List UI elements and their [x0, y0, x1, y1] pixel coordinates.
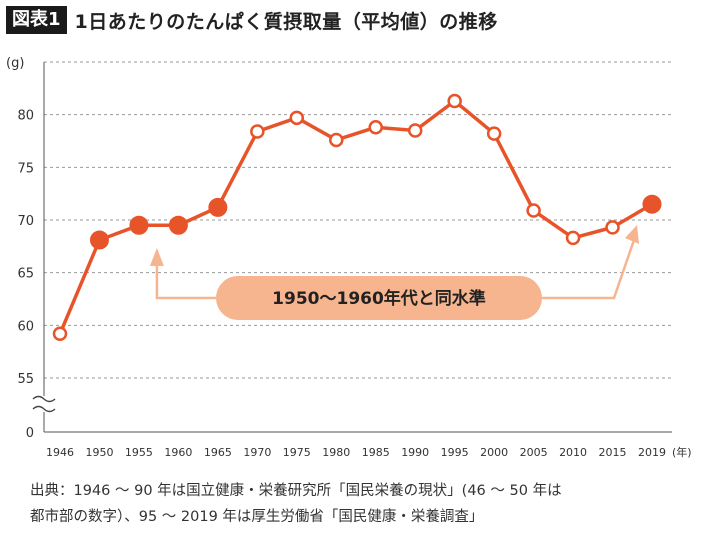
x-tick-label-1975: 1975 — [283, 446, 311, 459]
grid-layer — [44, 61, 672, 379]
annotation-text: 1950〜1960年代と同水準 — [272, 288, 486, 309]
y-axis-unit-label: (g) — [6, 56, 24, 71]
data-point-1990 — [407, 123, 423, 138]
x-tick-label-1980: 1980 — [322, 446, 350, 459]
x-tick-label-2010: 2010 — [559, 446, 587, 459]
data-point-2015 — [605, 220, 620, 235]
axis-layer: (g) 0 55 60 65 70 75 80 1946 1950 1955 1960 1965 1970… — [6, 56, 692, 459]
annotation-arrow-right — [542, 239, 636, 300]
data-point-1975 — [289, 110, 305, 126]
x-tick-label-1995: 1995 — [441, 446, 469, 459]
x-tick-label-1955: 1955 — [125, 446, 153, 459]
data-point-1950 — [89, 230, 109, 250]
data-point-1960 — [168, 215, 188, 235]
annotation-arrowhead-left — [149, 248, 164, 266]
axis-break-mark-upper — [32, 395, 56, 403]
x-tick-label-2005: 2005 — [520, 446, 548, 459]
data-point-2019 — [642, 194, 662, 214]
data-point-1995 — [447, 93, 462, 109]
x-tick-label-2019: 2019 — [638, 446, 666, 459]
data-point-1980 — [329, 132, 344, 148]
chart-title: 1日あたりのたんぱく質摂取量（平均値）の推移 — [74, 10, 498, 33]
y-tick-label-60: 60 — [17, 319, 34, 334]
y-tick-label-65: 65 — [17, 267, 34, 282]
x-tick-label-1960: 1960 — [164, 446, 192, 459]
title-bar: 図表1 1日あたりのたんぱく質摂取量（平均値）の推移 — [6, 5, 498, 35]
data-point-1970 — [250, 124, 265, 139]
data-point-2000 — [486, 126, 502, 141]
annotation-pill — [216, 276, 542, 320]
series-line — [58, 99, 653, 335]
x-tick-label-2000: 2000 — [480, 446, 508, 459]
series-layer — [52, 93, 662, 342]
y-tick-label-75: 75 — [17, 161, 34, 176]
x-tick-label-1965: 1965 — [204, 446, 232, 459]
line-chart: (g) 0 55 60 65 70 75 80 1946 1950 1955 1960 1965 1970… — [6, 56, 692, 459]
x-tick-label-2015: 2015 — [599, 446, 627, 459]
data-point-1955 — [129, 215, 149, 235]
y-tick-label-0: 0 — [26, 426, 34, 441]
source-line-2: 都市部の数字）、95 〜 2019 年は厚生労働省「国民健康・栄養調査」 — [30, 509, 484, 525]
annotation-arrow-left — [155, 262, 216, 300]
y-tick-label-55: 55 — [17, 372, 34, 387]
x-tick-label-1985: 1985 — [362, 446, 390, 459]
annotation-layer: 1950〜1960年代と同水準 — [149, 225, 639, 320]
y-tick-label-70: 70 — [17, 214, 34, 229]
data-point-2010 — [565, 230, 581, 246]
source-note: 出典：1946 〜 90 年は国立健康・栄養研究所「国民栄養の現状」(46 〜 … — [30, 478, 690, 530]
x-tick-label-1950: 1950 — [85, 446, 113, 459]
data-point-1965 — [208, 197, 228, 217]
x-axis-unit-label: (年) — [672, 445, 692, 459]
data-point-2005 — [526, 203, 541, 218]
x-tick-label-1970: 1970 — [243, 446, 271, 459]
axis-break-mark-lower — [32, 405, 56, 413]
annotation-arrowhead-right — [625, 225, 639, 244]
x-tick-label-1990: 1990 — [401, 446, 429, 459]
x-tick-label-1946: 1946 — [46, 446, 74, 459]
source-line-1: 出典：1946 〜 90 年は国立健康・栄養研究所「国民栄養の現状」(46 〜 … — [30, 483, 562, 499]
data-point-1985 — [368, 120, 383, 135]
data-point-1946 — [52, 326, 68, 342]
figure-badge: 図表1 — [6, 6, 67, 34]
y-tick-label-80: 80 — [17, 109, 34, 124]
